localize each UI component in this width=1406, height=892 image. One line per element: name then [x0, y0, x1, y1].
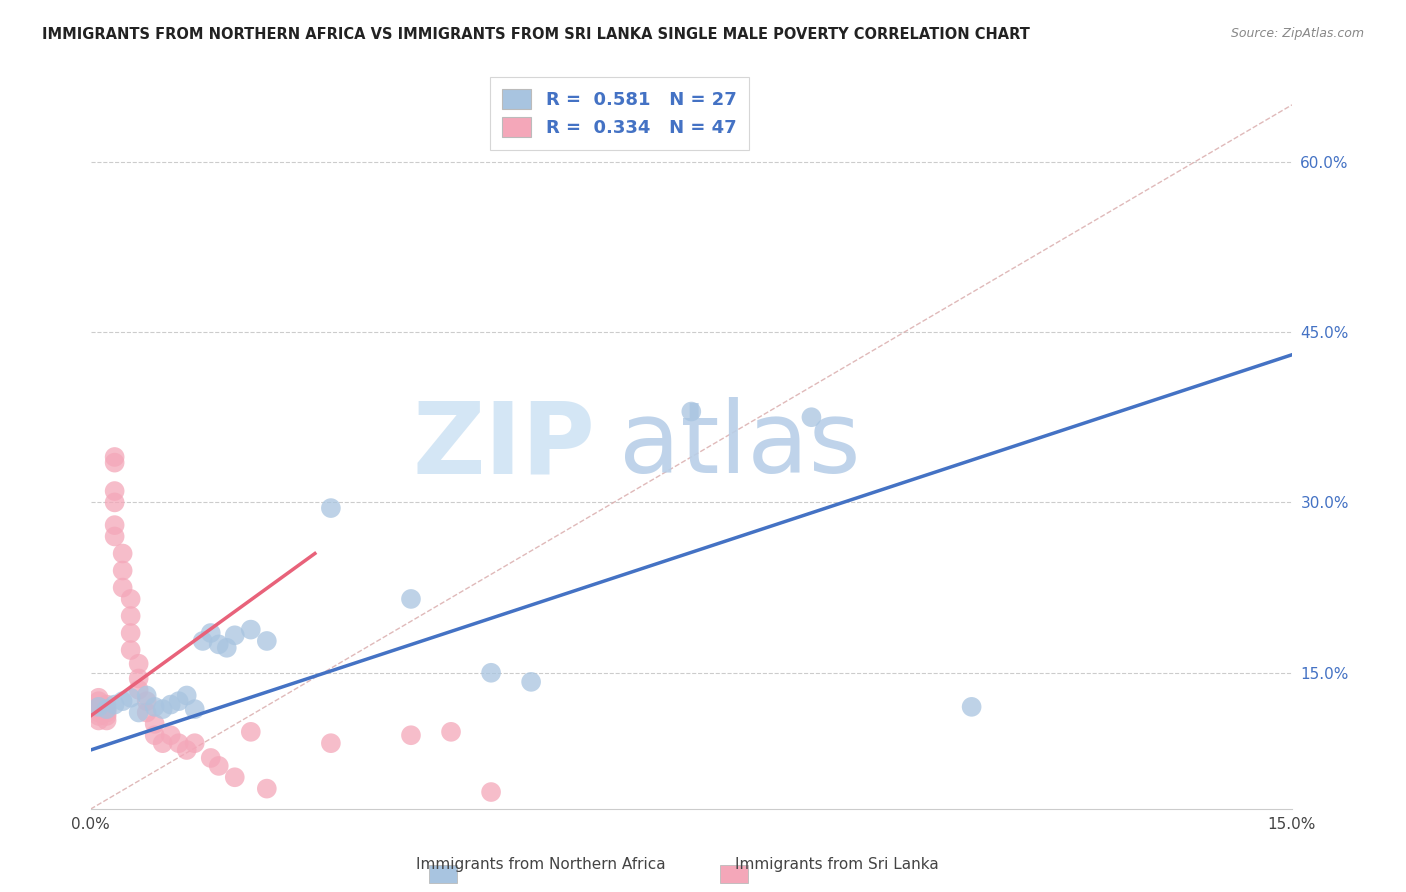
Text: IMMIGRANTS FROM NORTHERN AFRICA VS IMMIGRANTS FROM SRI LANKA SINGLE MALE POVERTY: IMMIGRANTS FROM NORTHERN AFRICA VS IMMIG…	[42, 27, 1031, 42]
Point	[960, 699, 983, 714]
Point	[128, 682, 150, 697]
Point	[96, 702, 118, 716]
Point	[224, 628, 246, 642]
Point	[143, 728, 166, 742]
Point	[152, 736, 174, 750]
Point	[239, 724, 262, 739]
Point	[104, 456, 127, 470]
Point	[87, 690, 110, 705]
Point	[479, 785, 502, 799]
Point	[120, 609, 142, 624]
Point	[184, 702, 207, 716]
Point	[96, 714, 118, 728]
Point	[104, 518, 127, 533]
Point	[167, 694, 190, 708]
Point	[96, 709, 118, 723]
Point	[200, 751, 222, 765]
Point	[319, 736, 342, 750]
Point	[120, 626, 142, 640]
Point	[143, 717, 166, 731]
Point	[104, 529, 127, 543]
Point	[104, 698, 127, 712]
Point	[104, 450, 127, 464]
Point	[87, 699, 110, 714]
Point	[256, 781, 278, 796]
Point	[184, 736, 207, 750]
Point	[159, 728, 181, 742]
Point	[256, 634, 278, 648]
Point	[96, 698, 118, 712]
Point	[104, 483, 127, 498]
Point	[135, 706, 157, 720]
Point	[215, 640, 238, 655]
Point	[208, 759, 231, 773]
Point	[111, 564, 134, 578]
Text: atlas: atlas	[619, 397, 860, 494]
Point	[87, 706, 110, 720]
Point	[681, 404, 703, 418]
Point	[111, 694, 134, 708]
Point	[87, 702, 110, 716]
Point	[319, 501, 342, 516]
Point	[176, 743, 198, 757]
Point	[96, 706, 118, 720]
Point	[440, 724, 463, 739]
Point	[143, 699, 166, 714]
Point	[87, 714, 110, 728]
Point	[224, 770, 246, 784]
Point	[191, 634, 214, 648]
Point	[111, 547, 134, 561]
Point	[120, 643, 142, 657]
Point	[87, 709, 110, 723]
Point	[128, 706, 150, 720]
Text: ZIP: ZIP	[412, 397, 595, 494]
Point	[120, 690, 142, 705]
Point	[152, 702, 174, 716]
Point	[111, 581, 134, 595]
Point	[104, 495, 127, 509]
Legend: R =  0.581   N = 27, R =  0.334   N = 47: R = 0.581 N = 27, R = 0.334 N = 47	[489, 77, 749, 150]
Point	[120, 591, 142, 606]
Point	[87, 699, 110, 714]
Point	[128, 657, 150, 671]
Text: Immigrants from Northern Africa: Immigrants from Northern Africa	[416, 857, 666, 872]
Point	[167, 736, 190, 750]
Text: Immigrants from Sri Lanka: Immigrants from Sri Lanka	[735, 857, 938, 872]
Point	[128, 672, 150, 686]
Point	[87, 694, 110, 708]
Point	[96, 702, 118, 716]
Point	[176, 689, 198, 703]
Point	[200, 626, 222, 640]
Point	[800, 410, 823, 425]
Point	[239, 623, 262, 637]
Point	[208, 637, 231, 651]
Point	[159, 698, 181, 712]
Point	[135, 694, 157, 708]
Point	[399, 591, 422, 606]
Text: Source: ZipAtlas.com: Source: ZipAtlas.com	[1230, 27, 1364, 40]
Point	[520, 674, 543, 689]
Point	[135, 689, 157, 703]
Point	[399, 728, 422, 742]
Point	[479, 665, 502, 680]
